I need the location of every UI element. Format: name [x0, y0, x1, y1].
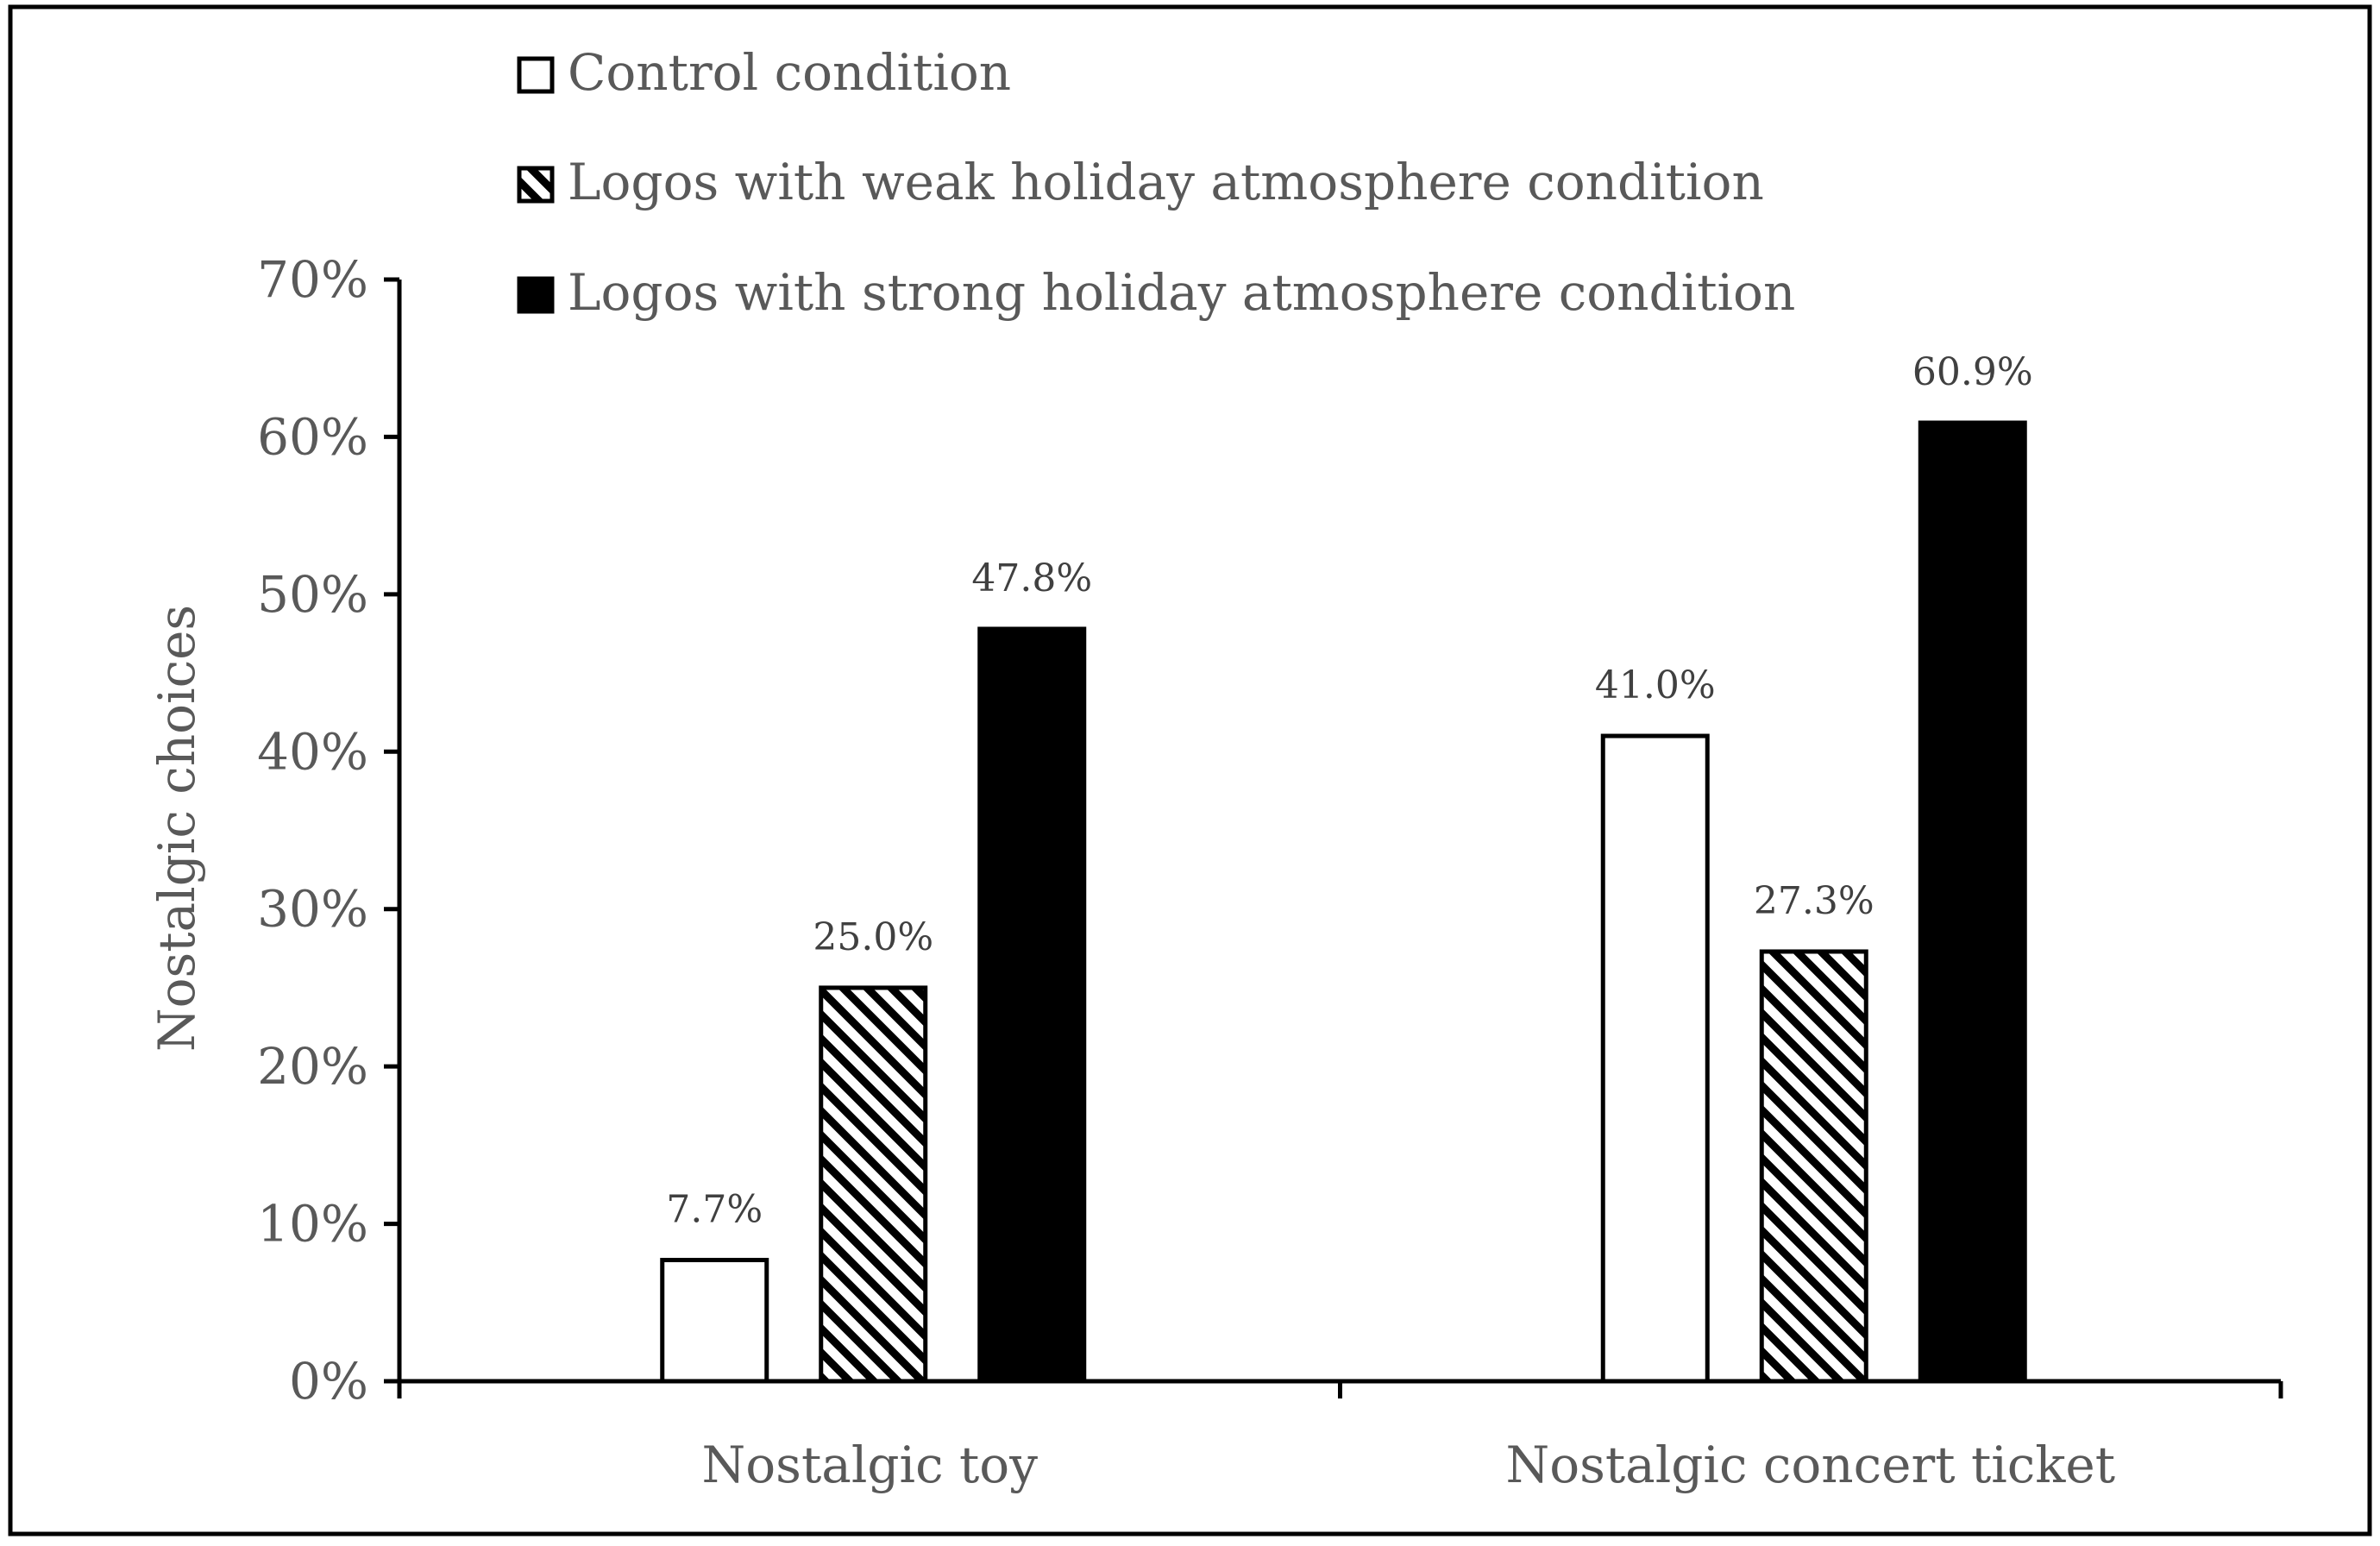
bar — [977, 626, 1087, 1384]
bars — [660, 420, 2027, 1384]
bar-value-label: 60.9% — [1912, 350, 2033, 394]
legend-swatch-weak — [517, 166, 555, 204]
bar-value-label: 27.3% — [1754, 879, 1874, 923]
bar-value-label: 47.8% — [971, 556, 1092, 600]
legend-item-weak: Logos with weak holiday atmosphere condi… — [517, 153, 1764, 211]
y-tick-label: 70% — [257, 250, 368, 309]
legend-item-strong: Logos with strong holiday atmosphere con… — [517, 263, 1795, 322]
legend-swatch-control — [517, 56, 555, 94]
bar-value-label: 25.0% — [813, 915, 933, 959]
axes — [397, 280, 2283, 1398]
legend-swatch-strong — [517, 276, 555, 314]
bar — [1600, 733, 1710, 1384]
x-category-label: Nostalgic concert ticket — [1505, 1436, 2115, 1494]
bar — [819, 985, 928, 1384]
y-tick-label: 0% — [289, 1352, 368, 1411]
bar-value-label: 7.7% — [666, 1188, 763, 1232]
y-tick-label: 40% — [257, 722, 368, 781]
bar — [1918, 420, 2027, 1384]
bar-value-label: 41.0% — [1595, 663, 1716, 707]
y-axis: 0% 10% 20% 30% 40% 50% 60% 70% — [257, 250, 399, 1411]
x-axis-categories: Nostalgic toy Nostalgic concert ticket — [702, 1436, 2116, 1494]
legend-label-strong: Logos with strong holiday atmosphere con… — [568, 263, 1795, 322]
x-category-label: Nostalgic toy — [702, 1436, 1039, 1494]
legend-item-control: Control condition — [517, 43, 1011, 102]
data-labels: 7.7% 25.0% 47.8% 41.0% 27.3% 60.9% — [666, 350, 2032, 1232]
y-tick-label: 10% — [257, 1195, 368, 1254]
bar — [660, 1258, 769, 1384]
bar — [1759, 949, 1868, 1384]
y-axis-title: Nostalgic choices — [148, 605, 206, 1052]
y-tick-label: 60% — [257, 407, 368, 466]
figure-border — [8, 4, 2372, 1537]
y-tick-label: 50% — [257, 565, 368, 624]
legend-label-weak: Logos with weak holiday atmosphere condi… — [568, 153, 1764, 211]
legend: Control condition Logos with weak holida… — [517, 43, 1795, 322]
legend-label-control: Control condition — [568, 43, 1011, 102]
y-tick-label: 20% — [257, 1037, 368, 1096]
y-tick-label: 30% — [257, 880, 368, 939]
